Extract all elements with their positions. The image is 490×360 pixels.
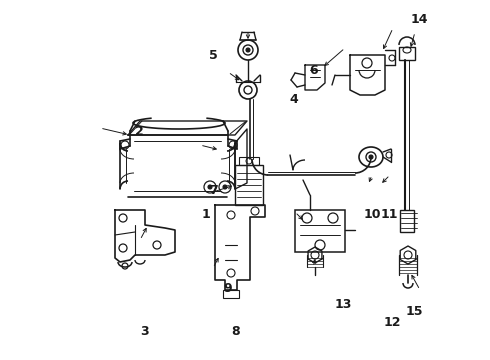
Text: 13: 13 — [334, 298, 352, 311]
Text: 9: 9 — [223, 282, 232, 294]
Text: 6: 6 — [309, 64, 318, 77]
Text: 11: 11 — [381, 208, 398, 221]
Text: 15: 15 — [405, 305, 423, 318]
Text: 7: 7 — [209, 184, 218, 197]
Bar — [235, 165, 263, 205]
Text: 8: 8 — [231, 325, 240, 338]
Ellipse shape — [208, 185, 212, 189]
Bar — [399, 47, 415, 60]
Bar — [400, 210, 414, 232]
Ellipse shape — [223, 185, 227, 189]
Text: 5: 5 — [209, 49, 218, 62]
Bar — [239, 157, 259, 165]
Text: 3: 3 — [140, 325, 149, 338]
Text: 2: 2 — [135, 125, 144, 138]
Ellipse shape — [369, 155, 373, 159]
Ellipse shape — [246, 48, 250, 52]
Text: 1: 1 — [201, 208, 210, 221]
Bar — [223, 290, 239, 298]
Text: 10: 10 — [364, 208, 381, 221]
Text: 12: 12 — [383, 316, 401, 329]
Text: 14: 14 — [410, 13, 428, 26]
Text: 4: 4 — [290, 93, 298, 105]
Bar — [295, 210, 345, 252]
